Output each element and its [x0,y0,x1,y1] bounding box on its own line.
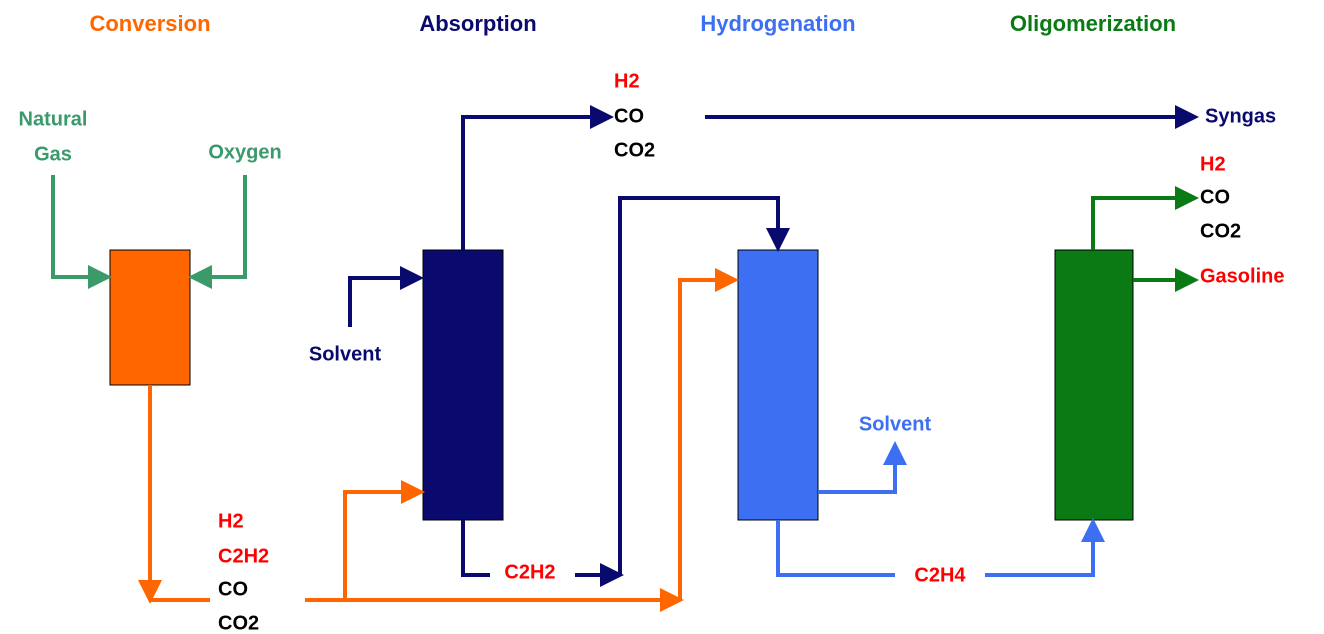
component: CO [1200,186,1230,208]
component: CO [614,105,644,127]
stage-title: Absorption [419,11,536,36]
feed-label: Gas [34,143,72,165]
component: CO [218,578,248,600]
oxygen-line [188,175,247,289]
absorber-overhead [461,105,614,250]
absorber-feed [343,480,425,600]
hydrogenator-feed [678,268,739,600]
component: H2 [218,510,244,532]
c2h4-line [776,520,895,577]
component: CO2 [218,612,259,634]
feed-label: Solvent [309,343,382,365]
c2h2-line [618,196,790,575]
component: C2H4 [914,564,966,586]
absorber [422,249,504,521]
component: C2H2 [504,561,555,583]
feed-label: Oxygen [208,141,281,163]
overhead-line [1091,186,1199,250]
component: H2 [1200,153,1226,175]
stage-title: Hydrogenation [700,11,855,36]
oligomerizer [1054,249,1134,521]
product-label: Syngas [1205,105,1276,127]
c2h4-line [985,518,1105,577]
solvent-out [818,441,907,494]
component: H2 [614,70,640,92]
feed-label: Natural [19,108,88,130]
reactor [109,249,191,386]
component: CO2 [1200,220,1241,242]
component: CO2 [614,139,655,161]
hydrogenator [737,249,819,521]
stage-title: Oligomerization [1010,11,1176,36]
solvent-feed [348,266,424,327]
product-label: Solvent [859,413,932,435]
absorber-bottoms [461,520,490,577]
component: C2H2 [218,545,269,567]
stage-title: Conversion [89,11,210,36]
product-label: Gasoline [1200,265,1284,287]
natural-gas-line [51,175,112,289]
